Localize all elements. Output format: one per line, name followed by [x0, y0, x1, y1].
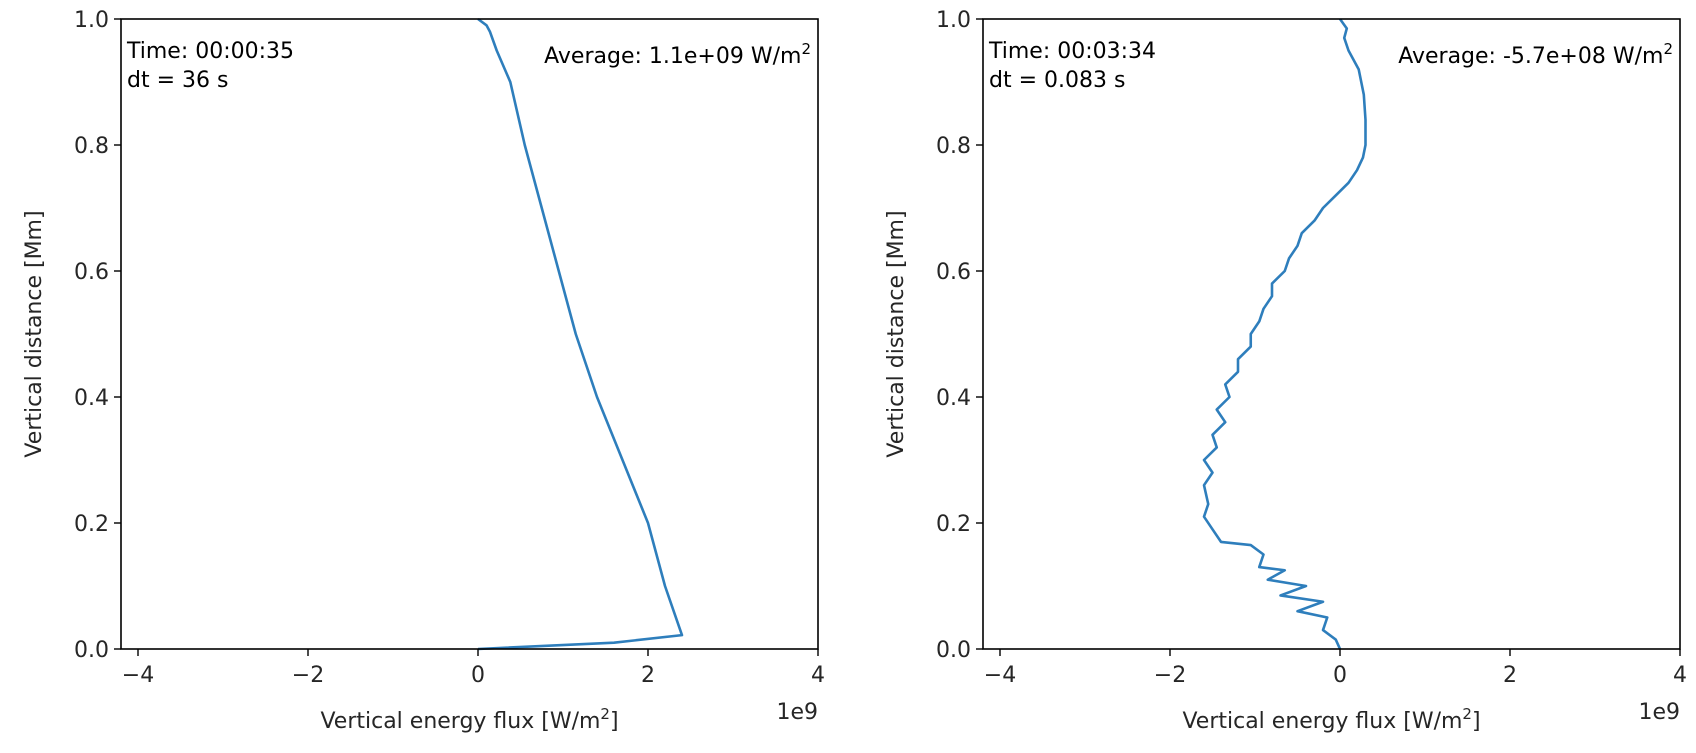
annotation-dt: dt = 36 s	[127, 68, 228, 93]
y-tick-label: 0.0	[936, 638, 971, 663]
annotation-time: Time: 00:03:34	[988, 39, 1156, 64]
chart-panel-1: −4 −2 0 2 4 0.0 0.2 0.4 0.6 0.8 1.0 1e9 Vertical ene…	[22, 8, 825, 734]
x-tick-label: −2	[292, 663, 324, 688]
y-tick-label: 1.0	[74, 8, 109, 33]
series-line	[1202, 18, 1367, 650]
y-tick-label: 0.6	[936, 260, 971, 285]
x-tick-label: −4	[122, 663, 154, 688]
axes-frame	[120, 18, 819, 650]
annotation-average: Average: 1.1e+09 W/m2	[544, 40, 811, 69]
chart-panel-2: −4 −2 0 2 4 0.0 0.2 0.4 0.6 0.8 1.0 1e9 Vertical ene…	[884, 8, 1687, 734]
x-offset-label: 1e9	[776, 700, 818, 725]
annotation-dt: dt = 0.083 s	[989, 68, 1125, 93]
x-tick-label: −4	[984, 663, 1016, 688]
x-axis-label: Vertical energy flux [W/m2]	[320, 705, 618, 734]
x-tick-label: −2	[1154, 663, 1186, 688]
x-tick-label: 0	[1333, 663, 1347, 688]
y-tick-label: 0.4	[936, 386, 971, 411]
y-tick-label: 0.2	[74, 512, 109, 537]
y-tick-label: 0.8	[936, 134, 971, 159]
annotation-time: Time: 00:00:35	[126, 39, 294, 64]
x-tick-label: 4	[1673, 663, 1687, 688]
x-tick-label: 0	[471, 663, 485, 688]
y-tick-label: 0.6	[74, 260, 109, 285]
y-tick-label: 0.4	[74, 386, 109, 411]
x-axis-label: Vertical energy flux [W/m2]	[1182, 705, 1480, 734]
y-tick-label: 1.0	[936, 8, 971, 33]
x-offset-label: 1e9	[1638, 700, 1680, 725]
series-line	[477, 17, 684, 651]
y-axis-label: Vertical distance [Mm]	[22, 210, 47, 457]
y-tick-label: 0.0	[74, 638, 109, 663]
axes-frame	[982, 18, 1681, 650]
x-tick-label: 2	[1503, 663, 1517, 688]
y-tick-label: 0.2	[936, 512, 971, 537]
annotation-average: Average: -5.7e+08 W/m2	[1398, 40, 1673, 69]
x-tick-label: 2	[641, 663, 655, 688]
y-axis-label: Vertical distance [Mm]	[884, 210, 909, 457]
y-tick-label: 0.8	[74, 134, 109, 159]
x-tick-label: 4	[811, 663, 825, 688]
